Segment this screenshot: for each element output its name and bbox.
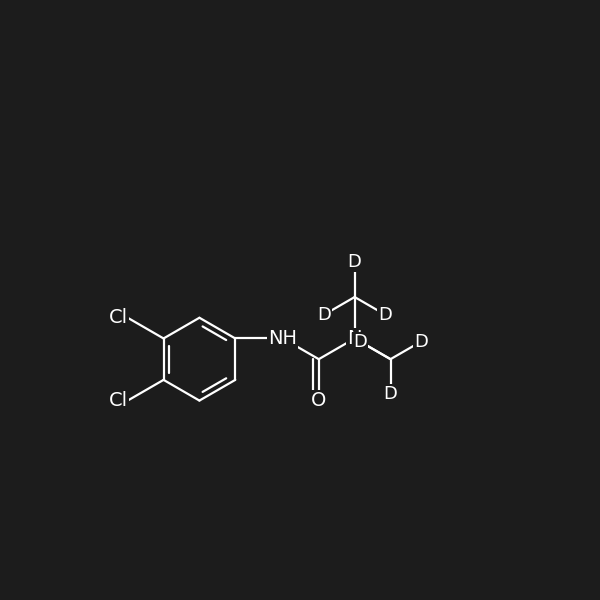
Text: D: D (383, 385, 397, 403)
Text: O: O (311, 391, 326, 410)
Text: Cl: Cl (109, 391, 128, 410)
Text: Cl: Cl (109, 308, 128, 327)
Text: D: D (317, 305, 331, 323)
Text: D: D (353, 332, 367, 350)
Text: NH: NH (268, 329, 298, 348)
Text: N: N (347, 329, 362, 348)
Text: D: D (348, 253, 362, 271)
Text: D: D (414, 332, 428, 350)
Text: D: D (378, 305, 392, 323)
